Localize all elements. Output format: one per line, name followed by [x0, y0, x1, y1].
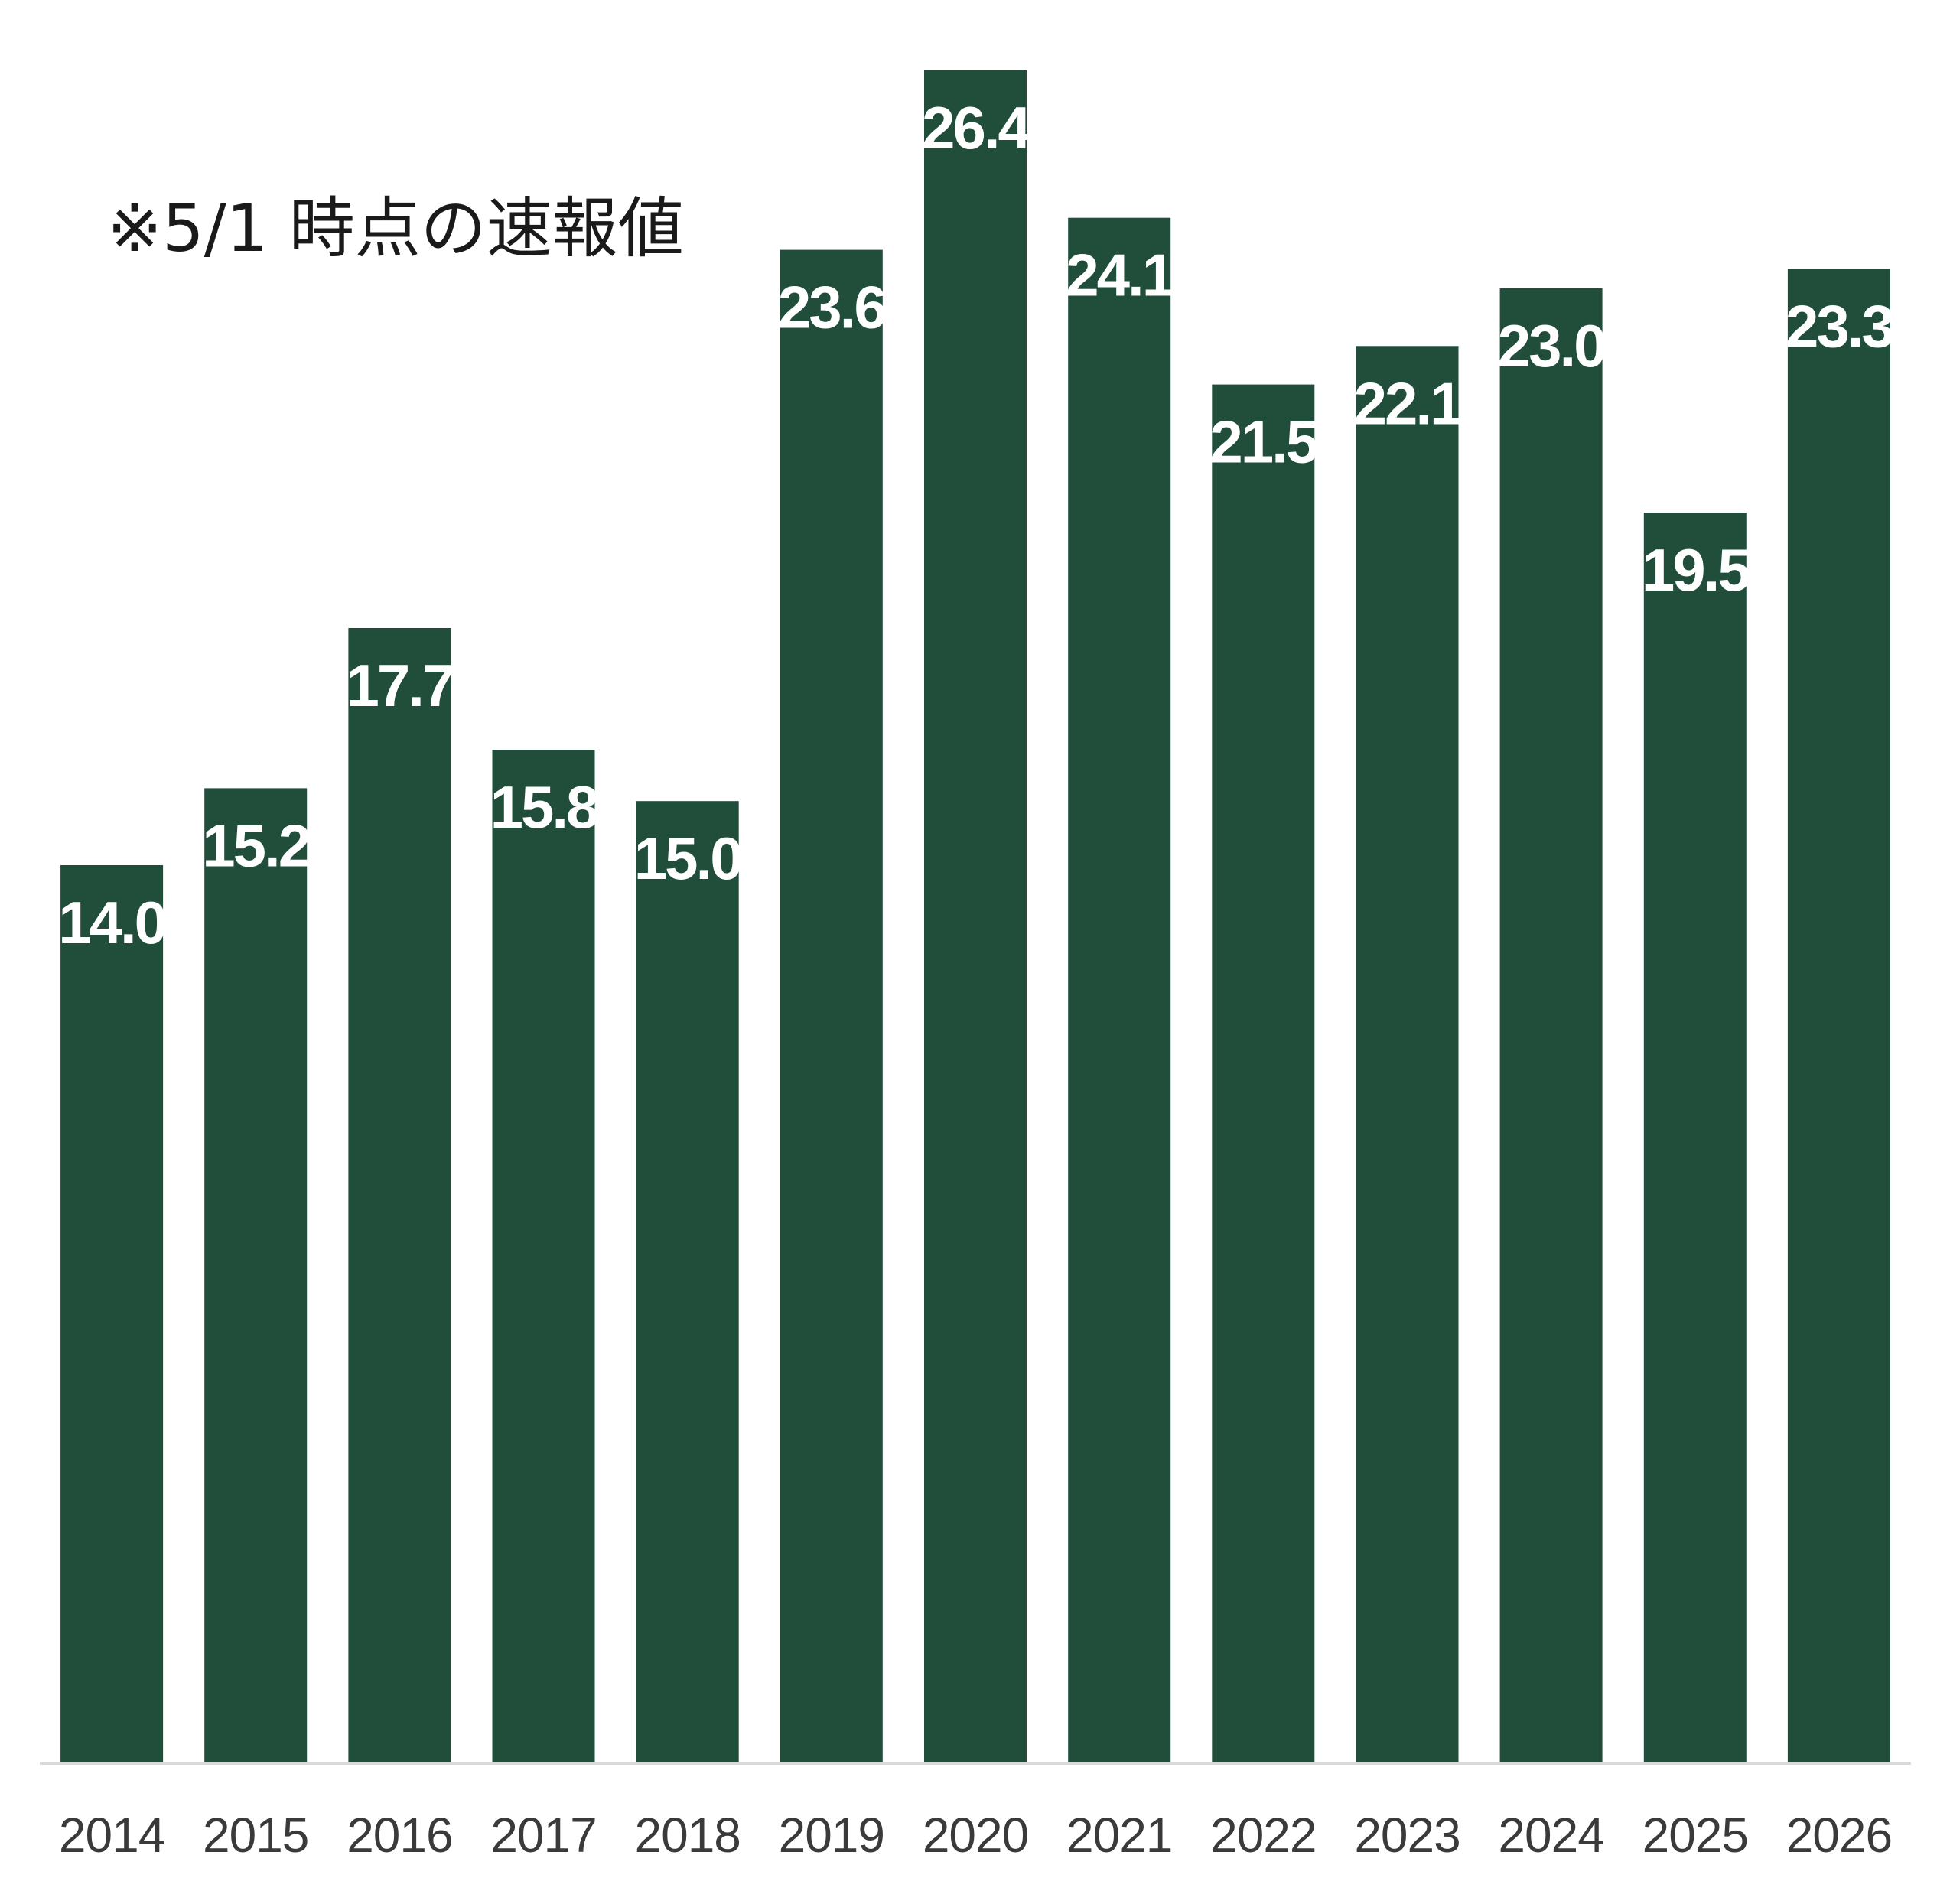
x-tick-label-2016: 2016 [347, 1808, 452, 1863]
x-tick-label-2015: 2015 [203, 1808, 308, 1863]
bar-2016 [348, 628, 451, 1762]
x-tick-label-2017: 2017 [490, 1808, 596, 1863]
x-tick-label-2019: 2019 [779, 1808, 884, 1863]
bar-value-label-2018: 15.0 [634, 825, 741, 892]
bar-2015 [204, 788, 308, 1762]
x-tick-label-2023: 2023 [1354, 1808, 1460, 1863]
bar-2014 [60, 865, 164, 1762]
bar-2026 [1787, 269, 1890, 1763]
bar-2022 [1212, 384, 1315, 1763]
bar-value-label-2023: 22.1 [1354, 369, 1462, 437]
x-tick-label-2014: 2014 [59, 1808, 164, 1863]
x-tick-label-2026: 2026 [1786, 1808, 1892, 1863]
bar-2017 [492, 750, 595, 1763]
bars-group [60, 70, 1890, 1763]
x-tick-label-2020: 2020 [923, 1808, 1028, 1863]
bar-value-label-2015: 15.2 [202, 812, 309, 879]
bar-value-label-2020: 26.4 [922, 94, 1030, 161]
x-tick-label-2021: 2021 [1066, 1808, 1172, 1863]
x-tick-label-2025: 2025 [1642, 1808, 1748, 1863]
bar-2023 [1356, 346, 1459, 1762]
bar-value-label-2022: 21.5 [1209, 408, 1317, 476]
bar-labels-group: 14.0 15.2 17.7 15.8 15.0 23.6 26.4 24.1 21.5 22.1… [58, 94, 1895, 956]
bar-2018 [636, 801, 739, 1762]
bar-value-label-2019: 23.6 [778, 274, 885, 341]
bar-value-label-2026: 23.3 [1786, 293, 1893, 360]
bar-value-label-2021: 24.1 [1066, 242, 1174, 309]
x-tick-label-2022: 2022 [1210, 1808, 1316, 1863]
bar-2021 [1068, 217, 1171, 1763]
bar-value-label-2016: 17.7 [346, 652, 453, 719]
bar-value-label-2024: 23.0 [1498, 312, 1605, 379]
bar-2020 [924, 70, 1027, 1762]
bar-value-label-2025: 19.5 [1642, 536, 1750, 604]
x-tick-labels-group: 2014 2015 2016 2017 2018 2019 2020 2021 2022 2023… [59, 1808, 1893, 1863]
bar-2019 [780, 249, 883, 1763]
bar-value-label-2017: 15.8 [490, 773, 597, 841]
x-tick-label-2024: 2024 [1498, 1808, 1603, 1863]
chart-note: ※5/1 時点の速報値 [107, 190, 684, 267]
x-tick-label-2018: 2018 [635, 1808, 741, 1863]
bar-2024 [1499, 288, 1603, 1762]
bar-value-label-2014: 14.0 [58, 889, 165, 956]
bar-2025 [1643, 513, 1747, 1762]
